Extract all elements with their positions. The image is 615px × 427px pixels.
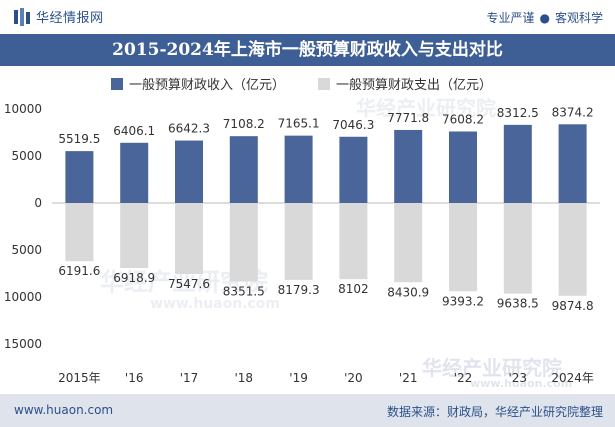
- x-tick-label: '23: [509, 371, 528, 385]
- expense-bar: [120, 203, 149, 269]
- income-data-label: 8312.5: [497, 106, 539, 120]
- income-data-label: 6642.3: [168, 122, 210, 136]
- x-tick-label: '19: [289, 371, 308, 385]
- x-tick-label: '17: [180, 371, 199, 385]
- legend-swatch-expense: [318, 77, 330, 90]
- slogan-left: 专业严谨: [486, 11, 535, 25]
- expense-data-label: 7547.6: [168, 277, 210, 291]
- brand: 华经情报网: [14, 7, 104, 26]
- expense-data-label: 8102: [338, 282, 369, 296]
- expense-data-label: 9874.8: [552, 299, 594, 313]
- expense-data-label: 9393.2: [442, 294, 484, 308]
- income-bar: [229, 136, 258, 203]
- income-bar: [175, 140, 203, 203]
- income-data-label: 5519.5: [58, 132, 100, 146]
- brand-logo-icon: [14, 7, 30, 26]
- income-bar: [284, 135, 313, 203]
- expense-bar: [229, 203, 258, 282]
- legend-label-expense: 一般预算财政支出（亿元）: [336, 78, 493, 93]
- expense-bar: [449, 203, 477, 292]
- footer-url[interactable]: www.huaon.com: [14, 403, 114, 417]
- expense-bar: [65, 203, 94, 262]
- income-data-label: 7771.8: [387, 111, 429, 125]
- x-tick-label: '20: [344, 371, 363, 385]
- income-bar: [120, 142, 149, 203]
- top-bar: 华经情报网 专业严谨 ● 客观科学: [0, 0, 615, 34]
- expense-bar: [339, 203, 368, 280]
- y-tick-label: 15000: [4, 337, 42, 351]
- y-tick-label: 5000: [11, 243, 42, 257]
- income-data-label: 6406.1: [113, 124, 155, 138]
- y-tick-label: 0: [34, 196, 42, 210]
- slogan: 专业严谨 ● 客观科学: [486, 9, 603, 26]
- footer: www.huaon.com 数据来源：财政局，华经产业研究院整理: [0, 394, 615, 427]
- expense-data-label: 8179.3: [278, 283, 320, 297]
- brand-name: 华经情报网: [36, 11, 104, 26]
- legend: 一般预算财政收入（亿元） 一般预算财政支出（亿元）: [0, 74, 615, 94]
- income-data-label: 7046.3: [332, 118, 374, 132]
- slogan-dot-icon: ●: [539, 10, 550, 25]
- expense-bar: [394, 203, 423, 283]
- y-tick-label: 10000: [4, 102, 42, 116]
- slogan-right: 客观科学: [554, 11, 603, 25]
- expense-data-label: 9638.5: [497, 297, 539, 311]
- y-tick-label: 5000: [11, 149, 42, 163]
- income-bar: [558, 124, 587, 203]
- income-data-label: 7165.1: [278, 117, 320, 131]
- expense-data-label: 8351.5: [223, 285, 265, 299]
- legend-label-income: 一般预算财政收入（亿元）: [129, 78, 286, 93]
- income-bar: [394, 129, 423, 203]
- x-tick-label: 2015年: [58, 371, 101, 385]
- expense-bar: [503, 203, 532, 294]
- chart-title: 2015-2024年上海市一般预算财政收入与支出对比: [112, 40, 503, 60]
- income-data-label: 7608.2: [442, 112, 484, 126]
- title-bar: 2015-2024年上海市一般预算财政收入与支出对比: [0, 34, 615, 66]
- x-tick-label: '16: [125, 371, 144, 385]
- legend-swatch-income: [111, 77, 123, 90]
- income-data-label: 7108.2: [223, 117, 265, 131]
- expense-bar: [558, 203, 587, 296]
- income-bar: [65, 151, 94, 203]
- x-tick-label: '22: [454, 371, 473, 385]
- expense-data-label: 8430.9: [387, 285, 429, 299]
- income-bar: [339, 136, 368, 203]
- income-bar: [449, 131, 477, 203]
- legend-item-expense: 一般预算财政支出（亿元）: [318, 74, 492, 93]
- footer-source: 数据来源：财政局，华经产业研究院整理: [386, 405, 603, 419]
- income-data-label: 8374.2: [552, 105, 594, 119]
- expense-data-label: 6191.6: [58, 264, 100, 278]
- income-bar: [503, 124, 532, 203]
- x-tick-label: '21: [399, 371, 418, 385]
- expense-data-label: 6918.9: [113, 271, 155, 285]
- x-tick-label: '18: [235, 371, 254, 385]
- legend-item-income: 一般预算财政收入（亿元）: [111, 74, 285, 93]
- expense-bar: [175, 203, 203, 274]
- y-tick-label: 10000: [4, 290, 42, 304]
- x-tick-label: 2024年: [551, 371, 594, 385]
- expense-bar: [284, 203, 313, 280]
